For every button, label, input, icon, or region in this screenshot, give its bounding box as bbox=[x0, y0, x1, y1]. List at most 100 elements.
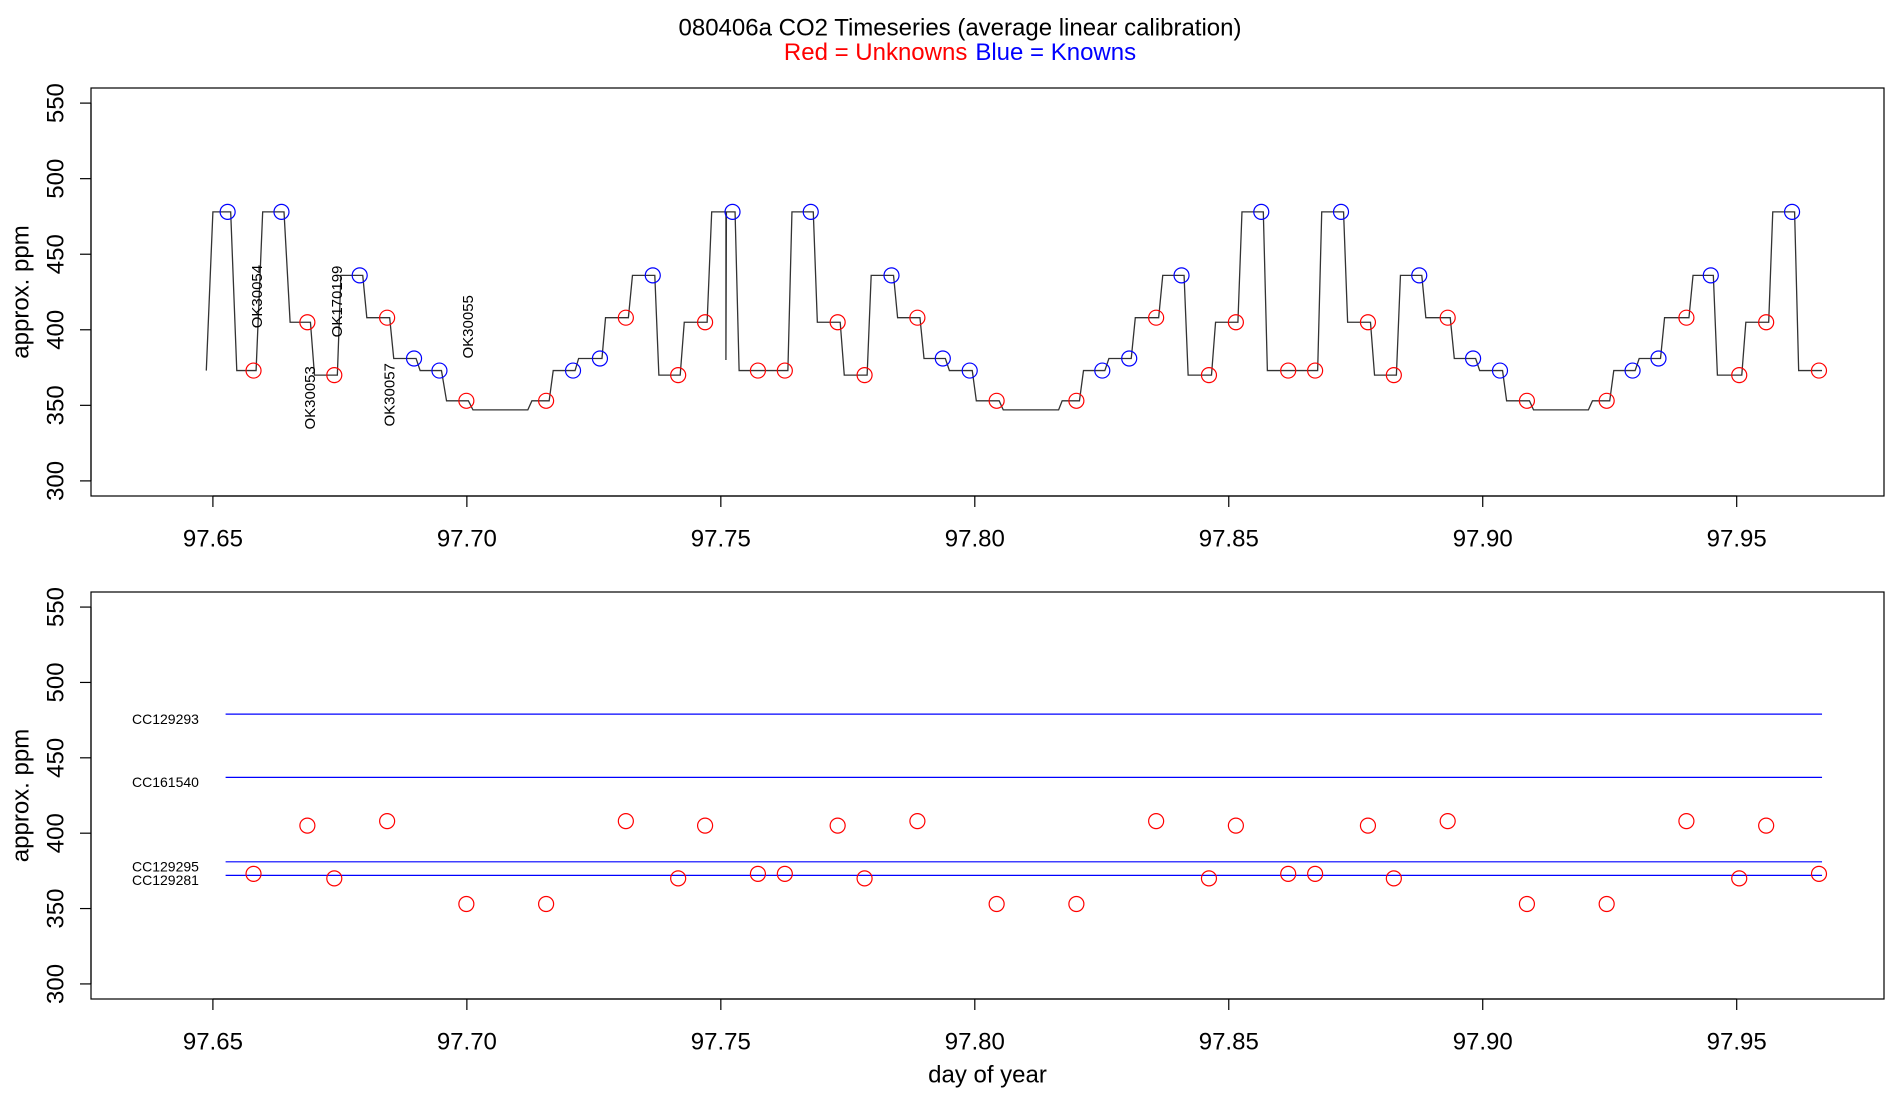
x-tick-label: 97.80 bbox=[945, 525, 1005, 552]
data-point bbox=[1121, 350, 1138, 367]
x-tick-label: 97.75 bbox=[691, 525, 751, 552]
y-tick-label: 350 bbox=[42, 385, 69, 425]
x-tick-label: 97.90 bbox=[1453, 525, 1513, 552]
chart-title: 080406a CO2 Timeseries (average linear c… bbox=[679, 14, 1242, 41]
reference-label: CC129293 bbox=[132, 711, 199, 727]
data-point bbox=[273, 203, 290, 221]
data-point bbox=[1280, 865, 1297, 882]
data-point bbox=[1173, 267, 1190, 284]
data-point bbox=[1810, 865, 1828, 882]
data-point bbox=[802, 203, 819, 221]
x-tick-label: 97.70 bbox=[437, 1028, 497, 1055]
subtitle: Red = Unknowns Blue = Knowns bbox=[784, 39, 1136, 66]
annotation: OK30057 bbox=[382, 363, 399, 426]
y-tick-label: 350 bbox=[42, 889, 69, 929]
trace-line bbox=[205, 211, 1823, 411]
data-point bbox=[909, 309, 926, 326]
data-point bbox=[245, 362, 262, 379]
data-point bbox=[1491, 362, 1509, 379]
data-point bbox=[379, 813, 396, 830]
annotation: OK30054 bbox=[249, 265, 266, 328]
data-point bbox=[1731, 870, 1748, 887]
data-point bbox=[458, 392, 475, 409]
data-point bbox=[1307, 865, 1324, 882]
data-point bbox=[1678, 309, 1695, 326]
data-point bbox=[644, 267, 661, 284]
y-tick-label: 550 bbox=[42, 587, 69, 627]
data-point bbox=[351, 267, 368, 284]
data-point bbox=[1280, 362, 1297, 379]
y-tick-label: 400 bbox=[42, 813, 69, 853]
data-point bbox=[1624, 362, 1641, 379]
data-point bbox=[1810, 362, 1828, 379]
data-point bbox=[1518, 392, 1536, 409]
legend-entry: Red = Unknowns bbox=[784, 39, 967, 66]
data-point bbox=[1253, 203, 1270, 221]
x-tick-label: 97.65 bbox=[183, 1028, 243, 1055]
legend-entry: Blue = Knowns bbox=[975, 39, 1136, 66]
y-tick-label: 500 bbox=[42, 662, 69, 702]
data-point bbox=[617, 309, 634, 326]
data-point bbox=[379, 309, 396, 326]
reference-label: CC129281 bbox=[132, 872, 199, 888]
x-tick-label: 97.80 bbox=[945, 1028, 1005, 1055]
data-point bbox=[1650, 350, 1667, 367]
data-point bbox=[749, 362, 767, 379]
x-tick-label: 97.70 bbox=[437, 525, 497, 552]
data-point bbox=[1783, 203, 1801, 221]
data-point bbox=[909, 813, 926, 830]
x-tick-label: 97.75 bbox=[691, 1028, 751, 1055]
data-point bbox=[1731, 367, 1748, 384]
y-tick-label: 400 bbox=[42, 310, 69, 350]
y-tick-label: 300 bbox=[42, 461, 69, 501]
data-point bbox=[219, 203, 236, 221]
data-point bbox=[1439, 309, 1456, 326]
data-point bbox=[431, 362, 448, 379]
data-point bbox=[829, 817, 846, 834]
data-point bbox=[749, 865, 767, 882]
data-point bbox=[538, 895, 555, 913]
data-point bbox=[988, 392, 1005, 409]
y-tick-label: 550 bbox=[42, 83, 69, 123]
data-point bbox=[1385, 367, 1402, 384]
data-point bbox=[299, 314, 316, 331]
data-point bbox=[1439, 813, 1456, 830]
data-point bbox=[458, 895, 475, 913]
x-tick-label: 97.95 bbox=[1707, 1028, 1767, 1055]
x-tick-label: 97.85 bbox=[1199, 1028, 1259, 1055]
data-point bbox=[883, 267, 900, 284]
x-tick-label: 97.65 bbox=[183, 525, 243, 552]
data-point bbox=[829, 314, 846, 331]
data-point bbox=[961, 362, 978, 379]
data-point bbox=[934, 350, 951, 367]
data-point bbox=[856, 367, 873, 384]
data-point bbox=[1598, 392, 1615, 409]
data-point bbox=[856, 870, 873, 887]
data-point bbox=[1758, 314, 1775, 331]
reference-label: CC161540 bbox=[132, 774, 199, 790]
data-point bbox=[326, 870, 343, 887]
x-tick-label: 97.95 bbox=[1707, 525, 1767, 552]
data-point bbox=[591, 350, 609, 367]
data-point bbox=[1227, 314, 1244, 331]
data-point bbox=[1702, 267, 1719, 284]
data-point bbox=[1227, 817, 1244, 834]
data-point bbox=[1200, 367, 1218, 384]
x-axis-label: day of year bbox=[928, 1061, 1047, 1088]
data-point bbox=[696, 817, 714, 834]
data-point bbox=[1307, 362, 1324, 379]
data-point bbox=[776, 362, 793, 379]
data-point bbox=[1094, 362, 1111, 379]
data-point bbox=[776, 865, 793, 882]
y-tick-label: 450 bbox=[42, 738, 69, 778]
reference-label: CC129295 bbox=[132, 859, 199, 875]
annotation: OK30055 bbox=[460, 295, 477, 358]
data-point bbox=[988, 895, 1005, 913]
data-point bbox=[696, 314, 714, 331]
data-point bbox=[1200, 870, 1218, 887]
data-point bbox=[1148, 813, 1165, 830]
data-point bbox=[564, 362, 582, 379]
data-point bbox=[405, 350, 423, 367]
